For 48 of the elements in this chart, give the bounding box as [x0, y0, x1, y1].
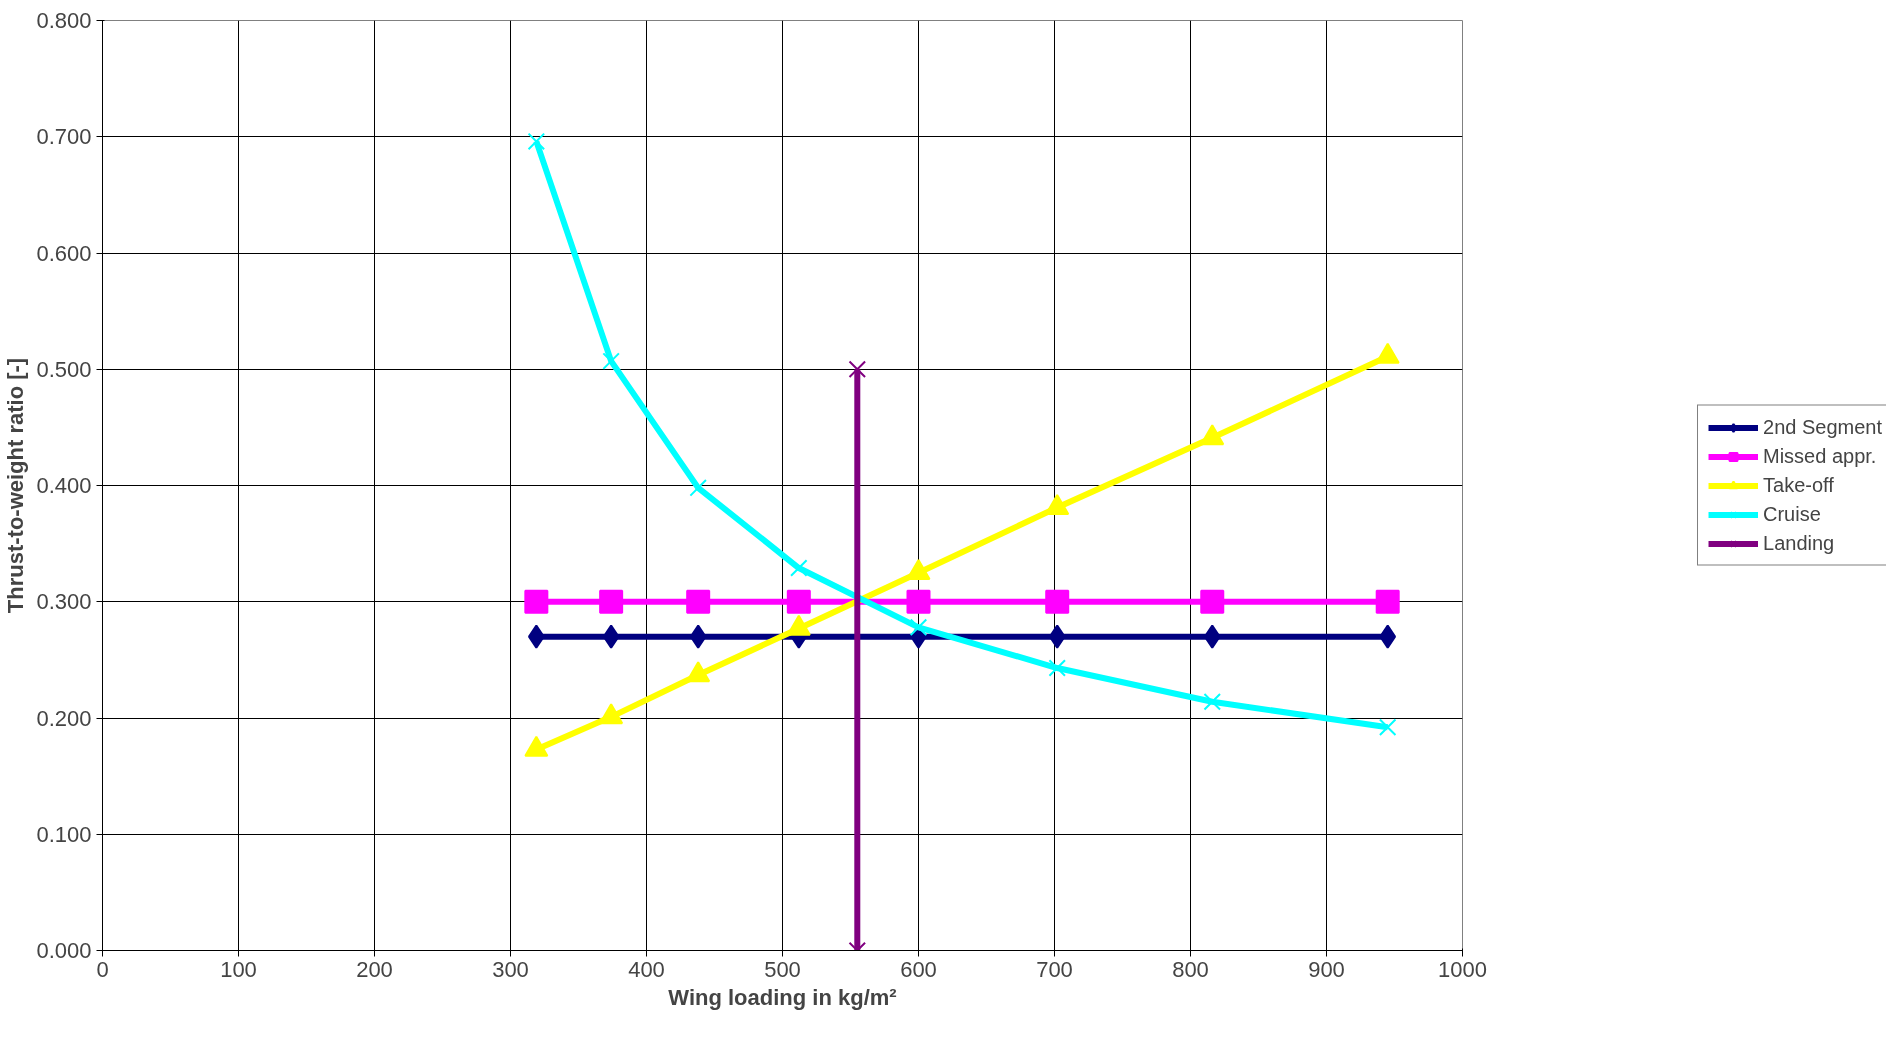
point [1378, 718, 1397, 737]
y-tick-label: 0.200 [36, 705, 92, 731]
point [686, 589, 711, 614]
point [1375, 589, 1400, 614]
point [1200, 589, 1225, 614]
point [599, 589, 624, 614]
point [524, 589, 549, 614]
point [1379, 624, 1397, 649]
point [1203, 624, 1221, 649]
point [790, 559, 808, 577]
y-axis-title: Thrust-to-weight ratio [-] [3, 357, 29, 614]
point [1203, 692, 1222, 711]
y-tick-label: 0.000 [36, 938, 92, 963]
x-tick-label: 800 [1172, 956, 1209, 982]
x-tick-label: 500 [764, 956, 801, 982]
x-tick-label: 300 [492, 956, 529, 982]
point [527, 132, 546, 151]
x-tick-label: 700 [1036, 956, 1073, 982]
legend-label: 2nd Segment [1763, 415, 1882, 439]
x-tick-label: 1000 [1438, 956, 1487, 982]
x-tick-label: 600 [900, 956, 937, 982]
y-tick-label: 0.100 [36, 821, 92, 847]
y-tick-label: 0.400 [36, 473, 92, 498]
x-tick-label: 200 [356, 956, 393, 982]
y-tick-label: 0.600 [36, 240, 92, 266]
x-tick-label: 100 [220, 956, 257, 982]
legend-label: Take-off [1763, 473, 1834, 497]
x-tick-label: 900 [1308, 956, 1345, 982]
legend-label: Cruise [1763, 502, 1821, 526]
point [689, 624, 707, 649]
x-tick-label: 0 [96, 956, 109, 982]
y-tick-label: 0.300 [36, 589, 92, 615]
point [602, 624, 620, 649]
legend-label: Landing [1763, 531, 1835, 555]
point [602, 352, 620, 370]
x-tick-label: 400 [628, 956, 665, 982]
y-tick-label: 0.800 [36, 8, 92, 33]
y-tick-label: 0.700 [36, 124, 92, 150]
point [1045, 589, 1070, 614]
point [1048, 624, 1066, 649]
point [906, 589, 931, 614]
point [848, 360, 867, 379]
point [909, 618, 928, 637]
point [786, 589, 811, 614]
x-axis-title: Wing loading in kg/m² [668, 984, 897, 1010]
y-tick-label: 0.500 [36, 356, 92, 382]
legend-label: Missed appr. [1763, 444, 1877, 468]
point [1048, 659, 1066, 677]
